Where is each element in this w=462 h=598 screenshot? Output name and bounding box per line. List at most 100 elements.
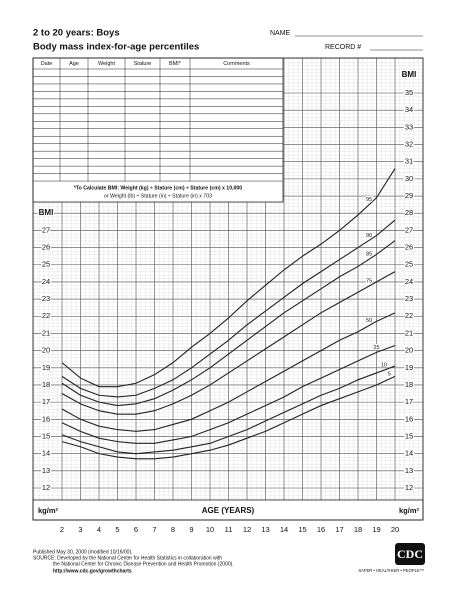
y-tick-label: 28	[405, 208, 413, 217]
x-axis-label: AGE (YEARS)	[202, 506, 255, 515]
curve-label: 50	[366, 318, 372, 324]
form-label: NAME	[270, 30, 291, 37]
y-tick-label: 22	[405, 311, 413, 320]
x-tick-label: 17	[335, 525, 343, 534]
percentile-curve	[61, 240, 396, 407]
y-tick-label: 22	[42, 311, 50, 320]
curve-label: 25	[373, 345, 379, 351]
bmi-formula: *To Calculate BMI: Weight (kg) ÷ Stature…	[74, 185, 242, 191]
y-tick-label: 13	[405, 466, 413, 475]
y-tick-label: 31	[405, 157, 413, 166]
y-tick-label: 15	[42, 431, 50, 440]
table-header: BMI*	[169, 61, 182, 67]
x-tick-label: 10	[206, 525, 214, 534]
x-tick-label: 2	[60, 525, 64, 534]
y-tick-label: 26	[42, 243, 50, 252]
y-tick-label: 19	[42, 363, 50, 372]
x-tick-label: 13	[261, 525, 269, 534]
x-tick-label: 7	[152, 525, 156, 534]
percentile-curve	[61, 219, 396, 398]
chart-subtitle: Body mass index-for-age percentiles	[33, 42, 199, 53]
y-tick-label: 26	[405, 243, 413, 252]
y-tick-label: 24	[405, 277, 413, 286]
y-tick-label: 14	[42, 449, 50, 458]
footer-line: the National Center for Chronic Disease …	[53, 561, 234, 567]
table-header: Age	[69, 61, 79, 67]
y-tick-label: 24	[42, 277, 50, 286]
y-tick-label: 29	[405, 191, 413, 200]
y-tick-label: 33	[405, 122, 413, 131]
x-tick-label: 16	[317, 525, 325, 534]
y-tick-label: 19	[405, 363, 413, 372]
logo-mark	[395, 543, 425, 565]
y-unit: kg/m²	[38, 506, 59, 515]
x-tick-label: 18	[354, 525, 362, 534]
x-tick-label: 14	[280, 525, 288, 534]
percentile-curve	[61, 375, 396, 460]
logo-text: CDC	[397, 547, 423, 561]
percentile-curve	[61, 344, 396, 444]
y-unit: kg/m²	[399, 506, 420, 515]
x-tick-label: 5	[115, 525, 119, 534]
y-tick-label: 18	[405, 380, 413, 389]
x-tick-label: 8	[171, 525, 175, 534]
y-tick-label: 23	[405, 294, 413, 303]
y-tick-label: 20	[42, 346, 50, 355]
x-tick-label: 12	[243, 525, 251, 534]
table-box	[32, 57, 284, 203]
y-tick-label: 12	[42, 483, 50, 492]
y-axis-label: BMI	[39, 208, 54, 217]
chart-title: 2 to 20 years: Boys	[33, 28, 120, 39]
x-tick-label: 9	[189, 525, 193, 534]
table-header: Weight	[98, 61, 115, 67]
y-tick-label: 16	[405, 414, 413, 423]
x-tick-label: 15	[298, 525, 306, 534]
y-tick-label: 32	[405, 140, 413, 149]
footer-line: SOURCE: Developed by the National Center…	[33, 555, 222, 561]
x-tick-label: 20	[391, 525, 399, 534]
y-tick-label: 16	[42, 414, 50, 423]
curve-label: 85	[366, 252, 372, 258]
curve-label: 5	[388, 371, 391, 377]
y-tick-label: 25	[42, 260, 50, 269]
y-tick-label: 21	[405, 328, 413, 337]
form-label: RECORD #	[325, 44, 361, 51]
y-tick-label: 27	[405, 225, 413, 234]
footer-line: Published May 30, 2000 (modified 10/16/0…	[33, 549, 133, 555]
percentile-curve	[61, 271, 396, 415]
y-tick-label: 23	[42, 294, 50, 303]
table-header: Stature	[134, 61, 152, 67]
percentile-curve	[61, 168, 396, 388]
footer-line: http://www.cdc.gov/growthcharts	[53, 568, 132, 574]
y-tick-label: 34	[405, 105, 413, 114]
bmi-formula: or Weight (lb) ÷ Stature (in) ÷ Stature …	[104, 193, 212, 199]
curve-label: 10	[381, 363, 387, 369]
curve-label: 75	[366, 278, 372, 284]
y-tick-label: 30	[405, 174, 413, 183]
curve-label: 90	[366, 233, 372, 239]
y-tick-label: 14	[405, 449, 413, 458]
y-tick-label: 15	[405, 431, 413, 440]
y-tick-label: 25	[405, 260, 413, 269]
percentile-curve	[61, 365, 396, 455]
x-tick-label: 3	[78, 525, 82, 534]
y-tick-label: 20	[405, 346, 413, 355]
table-header: Date	[41, 61, 53, 67]
y-tick-label: 27	[42, 225, 50, 234]
y-axis-label: BMI	[402, 70, 417, 79]
y-tick-label: 12	[405, 483, 413, 492]
y-tick-label: 17	[42, 397, 50, 406]
x-tick-label: 19	[372, 525, 380, 534]
y-tick-label: 21	[42, 328, 50, 337]
frame	[32, 57, 424, 521]
y-tick-label: 18	[42, 380, 50, 389]
y-tick-label: 35	[405, 88, 413, 97]
percentile-curve	[61, 312, 396, 432]
curve-label: 95	[366, 197, 372, 203]
x-tick-label: 4	[97, 525, 101, 534]
table-header: Comments	[223, 61, 250, 67]
x-tick-label: 11	[225, 525, 233, 534]
logo-tagline: SAFER • HEALTHIER • PEOPLE™	[358, 568, 424, 573]
y-tick-label: 13	[42, 466, 50, 475]
